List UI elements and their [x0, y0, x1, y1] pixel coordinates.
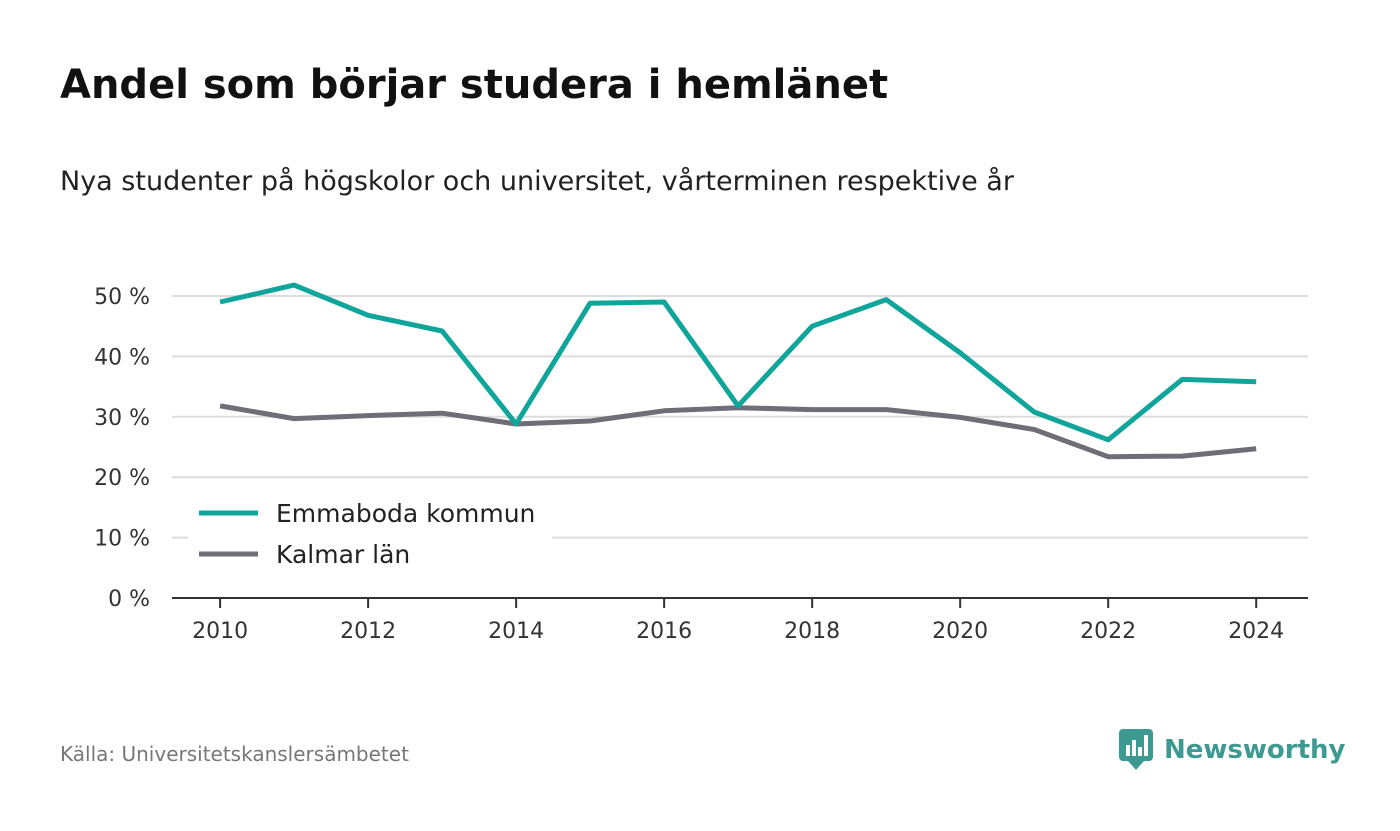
x-tick-label: 2016 [636, 619, 692, 644]
x-tick-label: 2024 [1228, 619, 1284, 644]
x-tick-label: 2020 [932, 619, 988, 644]
y-tick-label: 50 % [94, 285, 150, 310]
x-tick-label: 2014 [488, 619, 544, 644]
legend-label: Emmaboda kommun [276, 499, 535, 528]
y-tick-label: 40 % [94, 345, 150, 370]
chart-title: Andel som börjar studera i hemlänet [60, 62, 889, 108]
series-line-emmaboda-kommun [219, 282, 1257, 443]
x-tick-label: 2010 [192, 619, 248, 644]
x-tick-label: 2012 [340, 619, 396, 644]
y-tick-label: 20 % [94, 466, 150, 491]
x-tick-label: 2022 [1080, 619, 1136, 644]
chart-subtitle: Nya studenter på högskolor och universit… [60, 166, 1014, 197]
newsworthy-logo-icon [1119, 729, 1153, 770]
legend-label: Kalmar län [276, 540, 410, 569]
y-tick-label: 10 % [94, 527, 150, 552]
y-tick-label: 30 % [94, 406, 150, 431]
source-note: Källa: Universitetskanslersämbetet [60, 742, 409, 766]
brand-logo: Newsworthy [1118, 728, 1345, 772]
brand-name: Newsworthy [1164, 735, 1346, 765]
line-chart: 0 % 10 % 20 % 30 % 40 % 50 % 2010 2012 2014 2016 2… [94, 282, 1308, 644]
series-line-kalmar-län [219, 403, 1257, 460]
y-tick-label: 0 % [108, 587, 150, 612]
legend-background [188, 490, 552, 578]
x-tick-label: 2018 [784, 619, 840, 644]
